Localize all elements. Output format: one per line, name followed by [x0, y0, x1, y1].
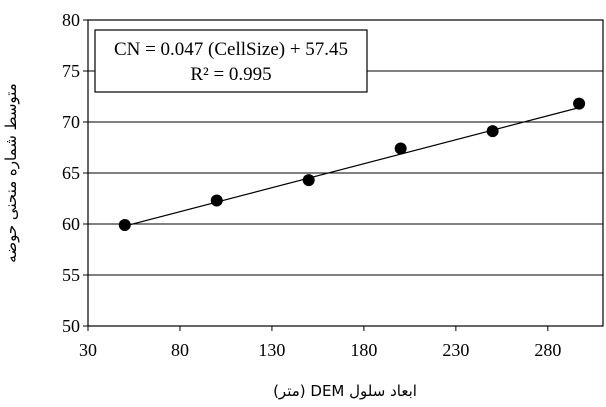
data-points: [118, 97, 586, 232]
data-point: [394, 142, 407, 155]
x-tick-label: 80: [171, 340, 189, 360]
x-tick-label: 280: [534, 340, 561, 360]
data-point: [210, 194, 223, 207]
equation-text: CN = 0.047 (CellSize) + 57.45: [114, 39, 348, 60]
y-tick-label: 70: [62, 112, 80, 132]
y-tick-label: 65: [62, 163, 80, 183]
x-tick-label: 230: [442, 340, 469, 360]
y-tick-label: 50: [62, 316, 80, 336]
x-tick-label: 130: [258, 340, 285, 360]
x-tick-label: 30: [79, 340, 97, 360]
x-axis-title: ابعاد سلول DEM (متر): [273, 382, 417, 400]
r-squared-text: R² = 0.995: [190, 64, 271, 85]
trend-line: [124, 107, 580, 227]
y-tick-label: 55: [62, 265, 80, 285]
x-tick-label: 180: [350, 340, 377, 360]
y-tick-label: 60: [62, 214, 80, 234]
y-axis-ticks: 50 55 60 65 70 75 80: [62, 10, 88, 336]
y-tick-label: 75: [62, 61, 80, 81]
x-axis-ticks: 30 80 130 180 230 280: [79, 326, 561, 360]
data-point: [118, 219, 131, 232]
equation-box: CN = 0.047 (CellSize) + 57.45 R² = 0.995: [94, 29, 368, 93]
data-point: [486, 125, 499, 138]
y-axis-title: متوسط شماره منحنی حوضه: [2, 83, 20, 262]
data-point: [302, 174, 315, 187]
data-point: [573, 97, 586, 110]
grid-lines: [88, 70, 603, 276]
y-tick-label: 80: [62, 10, 80, 30]
